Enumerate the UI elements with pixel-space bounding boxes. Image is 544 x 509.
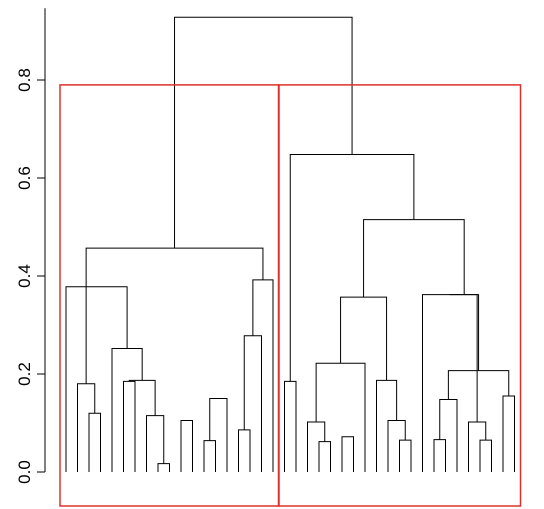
dendrogram-link [449, 294, 480, 371]
dendrogram-link [128, 379, 156, 416]
dendrogram-link [289, 153, 415, 382]
dendrogram-link [65, 286, 128, 472]
dendrogram-link [447, 370, 510, 400]
dendrogram-link [399, 439, 412, 472]
dendrogram-link [88, 412, 101, 472]
dendrogram-link [318, 441, 331, 472]
dendrogram-link [123, 380, 136, 472]
dendrogram-link [439, 398, 458, 472]
cluster-box [59, 84, 280, 507]
dendrogram-link [341, 436, 354, 472]
dendrogram-link [243, 335, 262, 472]
y-tick-label: 0.2 [15, 362, 34, 386]
dendrogram-link [340, 296, 388, 381]
dendrogram-link [502, 395, 515, 472]
dendrogram-links [65, 16, 515, 472]
dendrogram-link [315, 362, 366, 472]
dendrogram-link [180, 420, 193, 472]
dendrogram-link [174, 16, 353, 249]
dendrogram-link [203, 440, 216, 472]
cluster-boxes [59, 84, 522, 507]
dendrogram-link [111, 348, 143, 472]
y-axis: 0.0 0.2 0.4 0.6 0.8 [15, 8, 46, 484]
dendrogram-link [157, 463, 170, 472]
dendrogram-link [433, 439, 446, 472]
dendrogram-link [307, 421, 326, 472]
y-tick-label: 0.6 [15, 166, 34, 190]
dendrogram-link [284, 380, 297, 472]
dendrogram-link [468, 421, 487, 472]
y-tick-label: 0.0 [15, 460, 34, 484]
dendrogram-link [387, 420, 406, 472]
dendrogram-link [252, 279, 274, 472]
cluster-box [277, 84, 522, 507]
dendrogram-link [209, 398, 228, 472]
dendrogram-link [363, 219, 465, 298]
y-tick-label: 0.4 [15, 264, 34, 288]
dendrogram-link [238, 429, 251, 472]
dendrogram-link [85, 247, 264, 384]
dendrogram-link [376, 379, 398, 472]
y-tick-label: 0.8 [15, 68, 34, 92]
dendrogram-link [479, 439, 492, 472]
dendrogram-link [77, 383, 96, 472]
